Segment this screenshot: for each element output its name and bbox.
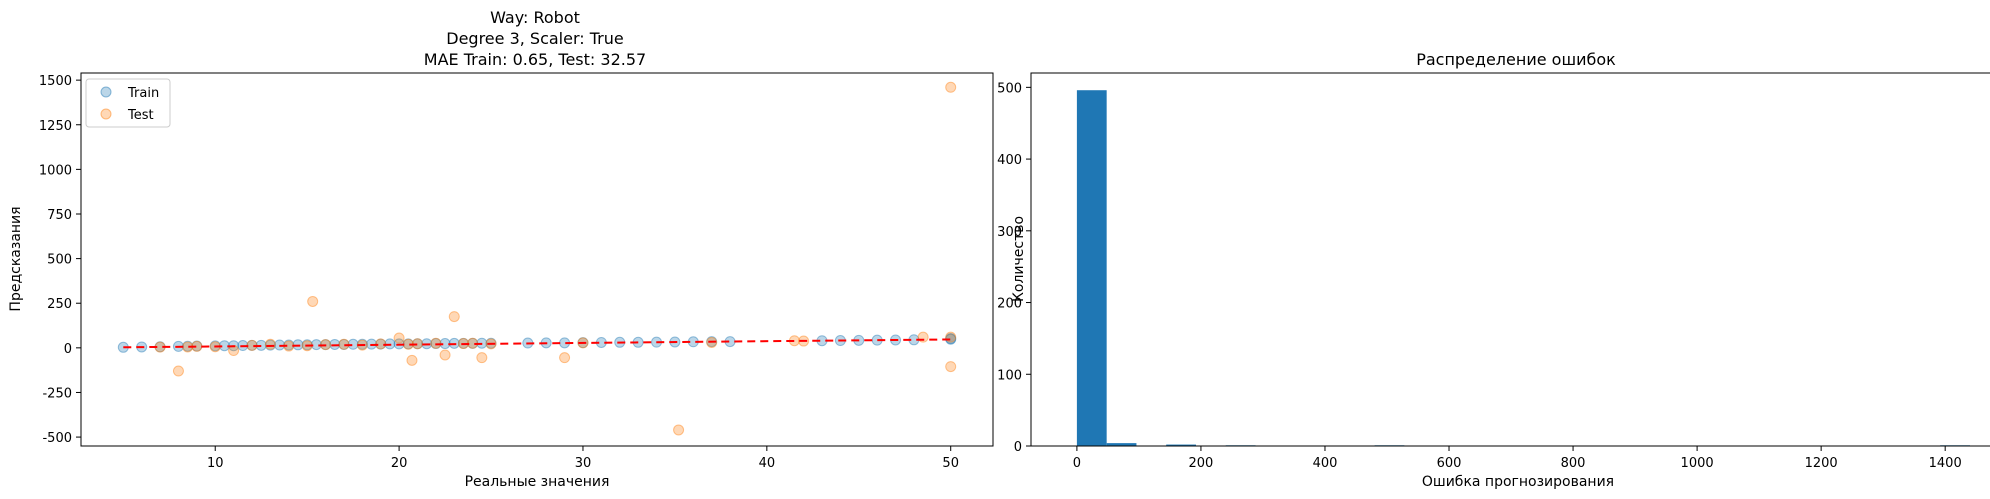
- histogram-ticks: 0 200 400 600 800 1000 1200 1400 0 100 200 300 400 50…: [997, 81, 1962, 471]
- test-point: [439, 349, 451, 361]
- scatter-legend: Train Test: [85, 78, 171, 128]
- scatter-y-tick-label: 1000: [39, 163, 72, 178]
- test-point: [307, 295, 319, 307]
- scatter-x-tick-label: 40: [759, 456, 776, 471]
- legend-marker-train: [100, 86, 112, 98]
- scatter-y-tick-label: 1500: [39, 74, 72, 89]
- test-point: [559, 352, 571, 364]
- test-point: [430, 337, 442, 349]
- legend-box: [85, 78, 171, 128]
- scatter-x-tick-label: 50: [942, 456, 959, 471]
- histogram-y-tick-label: 200: [997, 297, 1022, 312]
- histogram-title: Распределение ошибок: [1416, 50, 1616, 69]
- test-point: [673, 424, 685, 436]
- scatter-ticks: 10 20 30 40 50 -500 -250 0 250 500 750 1000 1250 1500: [39, 74, 959, 471]
- histogram-x-tick-label: 200: [1189, 456, 1214, 471]
- histogram-panel: Распределение ошибок 0 200 400 600 800 1000 12…: [997, 50, 1990, 490]
- scatter-y-tick-label: -250: [42, 386, 72, 401]
- histogram-bar: [1076, 90, 1107, 446]
- test-point: [945, 81, 957, 93]
- scatter-y-tick-label: 0: [64, 342, 72, 357]
- scatter-y-axis-label: Предсказания: [8, 206, 24, 311]
- test-points: [154, 81, 957, 436]
- histogram-x-tick-label: 1000: [1681, 456, 1714, 471]
- histogram-y-tick-label: 0: [1014, 440, 1022, 455]
- histogram-x-tick-label: 1200: [1805, 456, 1838, 471]
- histogram-bars: [1076, 90, 1970, 446]
- scatter-x-tick-label: 10: [207, 456, 224, 471]
- scatter-y-tick-label: 1250: [39, 119, 72, 134]
- test-point: [945, 361, 957, 373]
- scatter-y-tick-label: 750: [47, 208, 72, 223]
- histogram-x-tick-label: 600: [1437, 456, 1462, 471]
- test-point: [945, 331, 957, 343]
- histogram-bar: [1106, 443, 1137, 446]
- legend-marker-test: [100, 108, 112, 120]
- test-point: [448, 311, 460, 323]
- histogram-y-tick-label: 100: [997, 368, 1022, 383]
- histogram-y-tick-label: 400: [997, 153, 1022, 168]
- histogram-x-tick-label: 1400: [1929, 456, 1962, 471]
- scatter-title-line-1: Way: Robot: [490, 8, 580, 27]
- scatter-x-tick-label: 20: [391, 456, 408, 471]
- test-point: [393, 332, 405, 344]
- scatter-y-tick-label: 250: [47, 297, 72, 312]
- histogram-plot-frame: [1030, 72, 1990, 447]
- histogram-x-tick-label: 0: [1073, 456, 1081, 471]
- histogram-y-tick-label: 300: [997, 225, 1022, 240]
- test-point: [264, 338, 276, 350]
- histogram-y-tick-label: 500: [997, 81, 1022, 96]
- histogram-y-axis-label: Количество: [1011, 216, 1027, 302]
- histogram-bar: [1166, 444, 1196, 446]
- test-point: [406, 354, 418, 366]
- train-points: [117, 333, 957, 353]
- scatter-y-tick-label: -500: [42, 431, 72, 446]
- test-point: [172, 365, 184, 377]
- histogram-x-axis-label: Ошибка прогнозирования: [1422, 474, 1614, 490]
- legend-label-test: Test: [127, 108, 154, 123]
- scatter-x-tick-label: 30: [575, 456, 592, 471]
- scatter-x-axis-label: Реальные значения: [465, 474, 610, 490]
- test-point: [476, 352, 488, 364]
- scatter-plot-frame: [80, 72, 994, 447]
- fit-line: [123, 338, 951, 349]
- histogram-x-tick-label: 400: [1313, 456, 1338, 471]
- scatter-title-line-3: MAE Train: 0.65, Test: 32.57: [424, 50, 646, 69]
- scatter-title-line-2: Degree 3, Scaler: True: [446, 29, 623, 48]
- legend-label-train: Train: [127, 86, 159, 101]
- scatter-y-tick-label: 500: [47, 253, 72, 268]
- scatter-panel: Way: Robot Degree 3, Scaler: True MAE Tr…: [8, 8, 994, 490]
- histogram-x-tick-label: 800: [1561, 456, 1586, 471]
